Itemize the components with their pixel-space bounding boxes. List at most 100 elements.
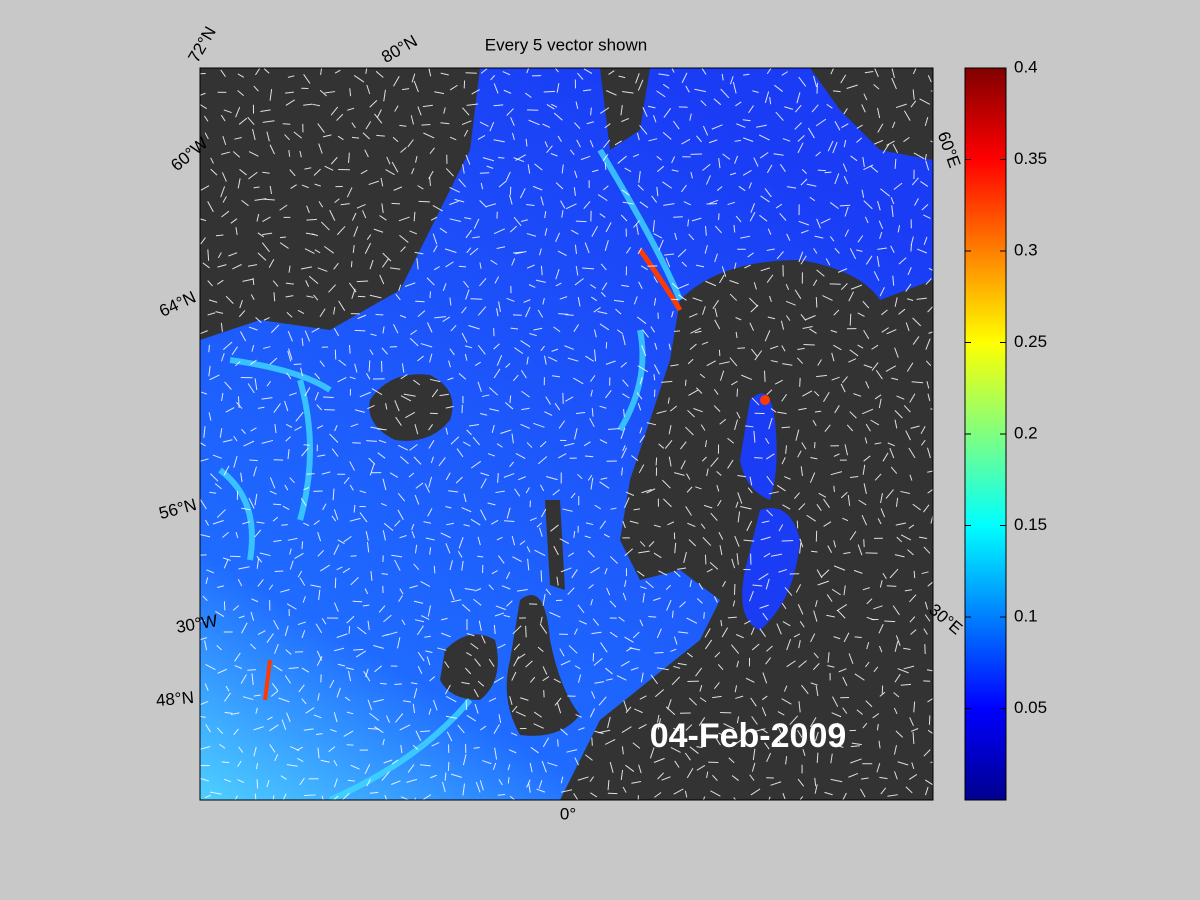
vector <box>347 107 355 111</box>
vector <box>703 504 713 509</box>
vector <box>343 477 350 485</box>
vector <box>711 124 723 130</box>
vector <box>727 459 734 469</box>
vector <box>693 408 703 413</box>
vector <box>865 381 870 389</box>
vector <box>356 280 369 283</box>
vector <box>366 541 370 553</box>
vector <box>843 585 846 596</box>
vector <box>702 796 706 800</box>
vector <box>923 749 931 757</box>
vector <box>594 681 605 684</box>
vector <box>653 597 661 601</box>
vector <box>458 178 466 188</box>
vector <box>798 640 801 649</box>
vector <box>785 300 796 306</box>
vector <box>336 226 346 236</box>
vector <box>625 491 635 496</box>
vector <box>681 72 688 83</box>
vector <box>465 699 468 711</box>
vector <box>235 531 239 539</box>
vector <box>856 249 863 252</box>
vector <box>352 244 355 253</box>
vector <box>374 113 383 124</box>
vector <box>624 497 630 508</box>
vector <box>383 522 394 532</box>
vector <box>849 313 852 326</box>
vector <box>371 388 383 396</box>
vector <box>574 757 580 766</box>
vector <box>878 624 884 634</box>
vector <box>913 701 916 713</box>
vector <box>235 227 238 236</box>
vector <box>924 154 927 161</box>
vector <box>656 155 662 161</box>
vector <box>797 347 805 351</box>
vector <box>350 576 359 586</box>
vector <box>501 585 511 590</box>
vector <box>751 762 756 772</box>
vector <box>760 536 771 541</box>
vector <box>224 711 233 714</box>
vector <box>661 380 673 383</box>
vector <box>812 663 820 671</box>
vector <box>736 123 746 128</box>
vector <box>734 262 737 270</box>
vector <box>385 169 395 176</box>
vector <box>928 331 933 334</box>
vector <box>770 781 782 786</box>
vector <box>748 105 754 114</box>
vector <box>221 761 230 764</box>
vector <box>222 341 233 351</box>
vector <box>253 726 264 731</box>
vector <box>658 443 665 449</box>
vector <box>816 752 819 763</box>
vector <box>381 771 390 781</box>
vector <box>766 389 773 396</box>
vector <box>604 123 611 129</box>
vector <box>639 619 644 627</box>
vector <box>760 267 771 272</box>
vector <box>910 629 917 635</box>
vector <box>497 643 506 649</box>
vector <box>287 449 290 460</box>
vector <box>332 795 339 800</box>
vector <box>687 409 695 418</box>
vector <box>706 468 709 477</box>
vector <box>754 350 763 361</box>
vector <box>431 742 440 747</box>
vector <box>442 781 446 793</box>
vector <box>844 444 849 456</box>
vector <box>407 139 414 148</box>
vector <box>814 731 819 742</box>
vector <box>364 149 369 158</box>
vector <box>668 343 671 351</box>
vector <box>506 171 511 181</box>
vector <box>895 522 907 526</box>
vector <box>513 656 520 667</box>
vector <box>382 738 385 746</box>
vector <box>369 100 378 108</box>
vector <box>256 213 260 222</box>
vector <box>875 370 883 380</box>
vector <box>497 473 499 483</box>
vector <box>846 424 854 432</box>
vector <box>365 373 371 380</box>
vector <box>473 218 480 229</box>
vector <box>779 164 786 172</box>
vector <box>713 596 718 603</box>
vector <box>766 164 773 174</box>
vector <box>305 707 315 714</box>
vector <box>861 514 868 526</box>
vector <box>333 712 338 723</box>
vector <box>574 170 578 179</box>
vector <box>210 168 218 176</box>
vector <box>337 539 345 545</box>
vector <box>607 716 611 728</box>
vector <box>620 427 626 440</box>
land-europe <box>560 260 933 800</box>
vector <box>538 248 542 256</box>
vector <box>821 569 830 578</box>
vector <box>496 443 503 448</box>
vector <box>465 289 470 300</box>
